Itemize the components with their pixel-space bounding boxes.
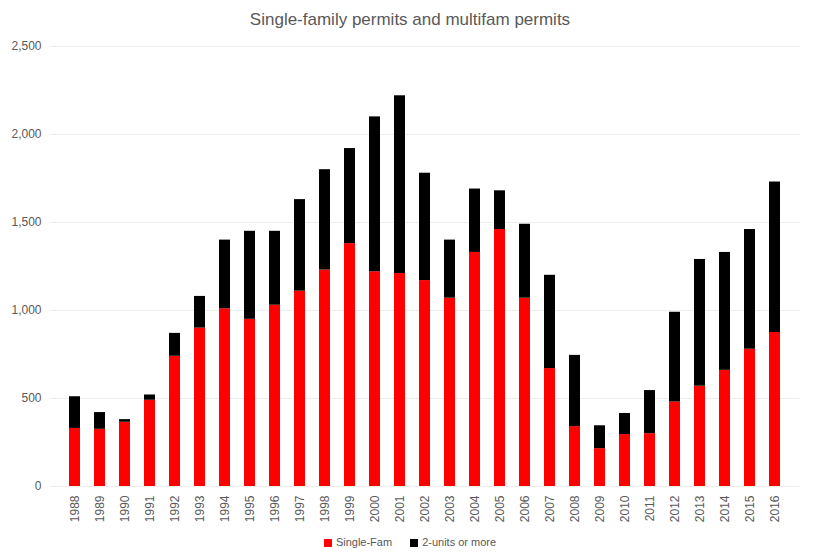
svg-text:1998: 1998 bbox=[318, 495, 332, 522]
svg-text:2005: 2005 bbox=[493, 495, 507, 522]
svg-text:1996: 1996 bbox=[268, 495, 282, 522]
svg-text:500: 500 bbox=[21, 391, 41, 405]
svg-text:1988: 1988 bbox=[68, 495, 82, 522]
svg-text:1992: 1992 bbox=[168, 495, 182, 522]
svg-text:1989: 1989 bbox=[93, 495, 107, 522]
svg-text:2016: 2016 bbox=[768, 495, 782, 522]
html-text:Single-Fam: Single-Fam bbox=[335, 536, 393, 548]
svg-text:1,000: 1,000 bbox=[11, 303, 41, 317]
svg-text:1999: 1999 bbox=[343, 495, 357, 522]
svg-text:1990: 1990 bbox=[118, 495, 132, 522]
svg-text:2,500: 2,500 bbox=[11, 39, 41, 53]
svg-text:2008: 2008 bbox=[568, 495, 582, 522]
svg-text:2006: 2006 bbox=[518, 495, 532, 522]
svg-text:2002: 2002 bbox=[418, 495, 432, 522]
svg-text:2009: 2009 bbox=[593, 495, 607, 522]
svg-text:2014: 2014 bbox=[718, 495, 732, 522]
svg-text:2011: 2011 bbox=[643, 495, 657, 521]
svg-text:2007: 2007 bbox=[543, 495, 557, 522]
svg-text:1,500: 1,500 bbox=[11, 215, 41, 229]
svg-text:1994: 1994 bbox=[218, 495, 232, 522]
svg-text:2004: 2004 bbox=[468, 495, 482, 522]
html-text:Single-family permits and mult: Single-family permits and multifam permi… bbox=[249, 10, 571, 29]
svg-text:2012: 2012 bbox=[668, 495, 682, 522]
svg-text:2,000: 2,000 bbox=[11, 127, 41, 141]
html-text:2-units or more: 2-units or more bbox=[422, 536, 497, 548]
svg-text:1995: 1995 bbox=[243, 495, 257, 522]
svg-text:1997: 1997 bbox=[293, 495, 307, 522]
svg-text:2003: 2003 bbox=[443, 495, 457, 522]
svg-text:2015: 2015 bbox=[743, 495, 757, 522]
svg-text:2001: 2001 bbox=[393, 495, 407, 522]
svg-text:2010: 2010 bbox=[618, 495, 632, 522]
svg-text:1991: 1991 bbox=[143, 495, 157, 522]
svg-text:2013: 2013 bbox=[693, 495, 707, 522]
svg-text:0: 0 bbox=[35, 479, 42, 493]
svg-text:2000: 2000 bbox=[368, 495, 382, 522]
svg-text:1993: 1993 bbox=[193, 495, 207, 522]
